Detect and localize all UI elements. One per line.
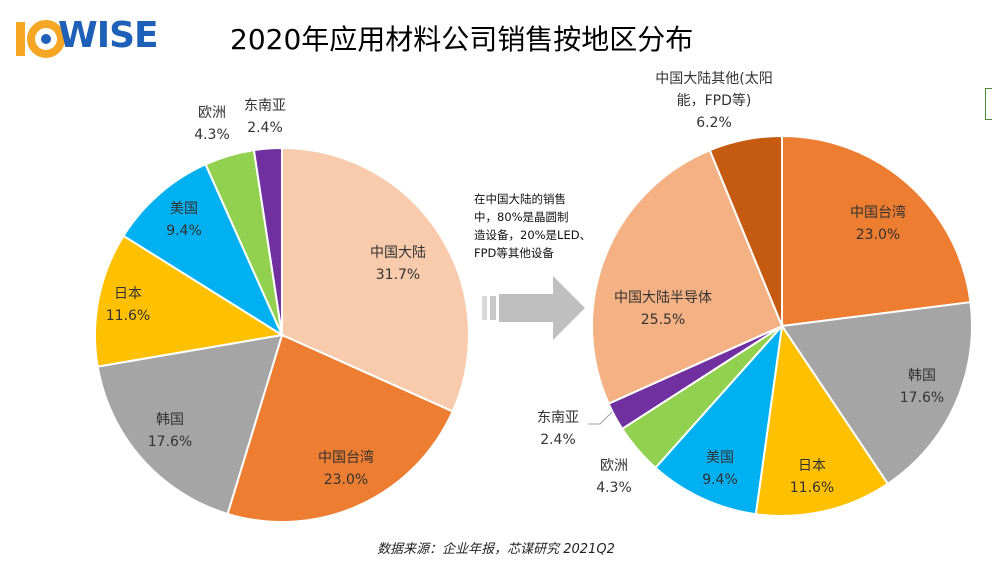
frame-corner xyxy=(985,88,992,120)
leader-line xyxy=(588,411,613,425)
arrow-stripe xyxy=(482,296,487,320)
left-pie xyxy=(94,146,470,523)
slice-label: 日本 xyxy=(798,458,826,474)
slice-label: 中国大陆其他(太阳 xyxy=(655,71,772,87)
slice-label: 31.7% xyxy=(376,267,420,283)
slice-label: 2.4% xyxy=(540,432,576,448)
slice-label: 美国 xyxy=(170,201,198,217)
slice-label: 17.6% xyxy=(900,390,944,406)
logo-text: WISE xyxy=(58,15,159,56)
slice-label: 中国台湾 xyxy=(850,204,906,221)
arrow-head xyxy=(553,276,585,340)
slice-label: 6.2% xyxy=(696,115,732,131)
slice-label: 能，FPD等) xyxy=(677,92,752,109)
slice-label: 4.3% xyxy=(596,480,632,496)
pie-slice xyxy=(226,333,454,523)
slice-label: 23.0% xyxy=(324,472,368,488)
slice-label: 17.6% xyxy=(148,434,192,450)
pie-slice xyxy=(591,148,784,405)
slice-label: 韩国 xyxy=(908,368,936,384)
slice-label: 9.4% xyxy=(702,472,738,488)
slice-label: 东南亚 xyxy=(244,98,286,114)
right-pie xyxy=(591,134,973,517)
slice-label: 日本 xyxy=(114,286,142,302)
logo xyxy=(12,14,162,62)
pie-labels: 中国大陆 31.7% 中国台湾 23.0% 韩国 17.6% 日本 11.6% 美国 9.4% 欧洲… xyxy=(106,71,944,496)
pie-slice xyxy=(122,163,285,338)
slice-label: 中国台湾 xyxy=(318,449,374,466)
slice-label: 23.0% xyxy=(856,227,900,243)
slice-label: 东南亚 xyxy=(537,410,579,426)
source-note: 数据来源：企业年报，芯谋研究 2021Q2 xyxy=(377,542,615,557)
ic-circle-logo-icon xyxy=(16,20,65,58)
slice-label: 4.3% xyxy=(194,127,230,143)
pie-slice xyxy=(780,301,973,486)
slice-label: 欧洲 xyxy=(600,458,628,474)
slice-label: 中国大陆半导体 xyxy=(614,290,712,306)
slice-label: 25.5% xyxy=(641,312,685,328)
pie-slice xyxy=(281,146,470,413)
pie-slice xyxy=(252,146,283,336)
note-line: FPD等其他设备 xyxy=(474,246,554,260)
slice-label: 美国 xyxy=(706,450,734,466)
chart-title: 2020年应用材料公司销售按地区分布 xyxy=(230,23,694,56)
slice-label: 欧洲 xyxy=(198,105,226,121)
pie-slice xyxy=(94,234,285,368)
slice-label: 韩国 xyxy=(156,412,184,428)
logo-ring-icon xyxy=(27,20,65,58)
note-text: 在中国大陆的销售 中，80%是晶圆制 造设备，20%是LED、 FPD等其他设备 xyxy=(474,190,614,262)
slice-label: 11.6% xyxy=(106,308,150,324)
slice-label: 2.4% xyxy=(247,120,283,136)
pie-slice xyxy=(96,333,284,516)
note-line: 在中国大陆的销售 xyxy=(474,192,566,206)
slice-label: 9.4% xyxy=(166,223,202,239)
note-line: 造设备，20%是LED、 xyxy=(474,228,592,242)
slice-label: 11.6% xyxy=(790,480,834,496)
arrow-stripe xyxy=(490,296,496,320)
logo-bar-icon xyxy=(16,22,25,56)
note-line: 中，80%是晶圆制 xyxy=(474,210,569,224)
slice-label: 中国大陆 xyxy=(370,245,426,261)
pie-slice xyxy=(754,323,890,517)
logo-dot-icon xyxy=(41,34,51,44)
arrow-icon xyxy=(482,276,585,340)
pie-slice xyxy=(781,134,972,328)
arrow-shaft xyxy=(499,294,553,322)
pie-slice xyxy=(654,322,784,516)
pie-slice xyxy=(708,134,783,327)
